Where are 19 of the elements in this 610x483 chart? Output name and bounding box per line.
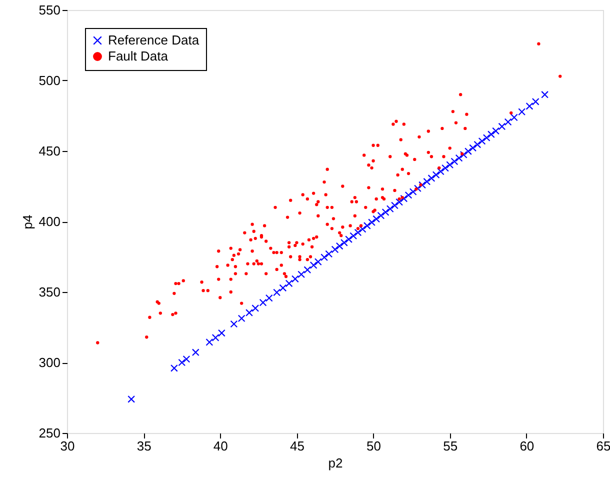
y-axis-title: p4 <box>20 214 35 230</box>
y-tick-label: 250 <box>38 426 60 440</box>
x-tick-label: 40 <box>213 438 228 454</box>
y-tick-label: 450 <box>38 144 60 158</box>
y-tick-label: 550 <box>38 2 60 18</box>
x-tick-label: 45 <box>290 438 304 454</box>
y-tick-label: 500 <box>38 73 60 88</box>
y-tick-label: 400 <box>38 214 60 229</box>
x-tick-label: 50 <box>366 438 382 454</box>
x-axis-title: p2 <box>328 456 343 470</box>
x-tick-label: 30 <box>60 438 75 454</box>
legend-label: Fault Data <box>108 48 169 64</box>
x-tick-label: 65 <box>596 438 610 454</box>
x-tick-label: 55 <box>443 438 458 454</box>
legend-label: Reference Data <box>108 32 200 48</box>
x-tick-label: 35 <box>136 438 152 454</box>
y-tick-label: 350 <box>38 284 60 300</box>
y-tick-label: 300 <box>38 355 60 370</box>
x-tick-label: 60 <box>520 438 534 454</box>
